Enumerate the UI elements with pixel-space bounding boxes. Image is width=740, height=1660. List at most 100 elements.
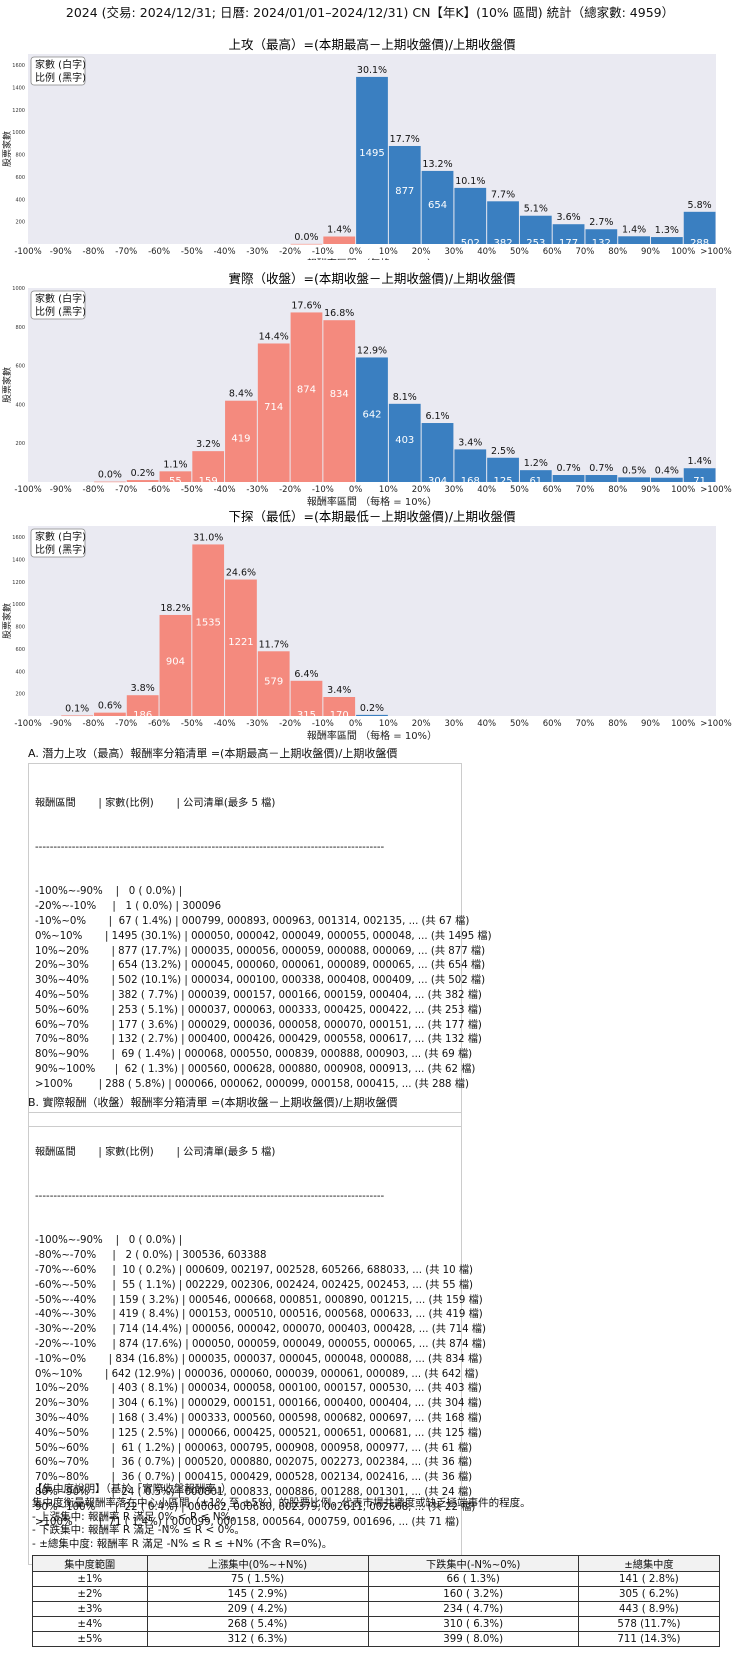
bar-70%~80% (585, 229, 618, 244)
bar-pct-label: 2.7% (589, 217, 613, 228)
chart-svg: 上攻（最高）=(本期最高－上期收盤價)/上期收盤價 200 400 600 800 100… (1, 38, 732, 260)
bar-pct-label: 1.1% (163, 459, 187, 470)
y-tick-label: 1000 (12, 130, 25, 136)
bar-pct-label: 2.5% (491, 446, 515, 457)
legend-box (30, 56, 86, 86)
x-tick-label: -60% (148, 485, 170, 495)
bar-80%~90% (618, 236, 650, 244)
section-a-title: A. 潛力上攻（最高）報酬率分箱清單 =(本期最高－上期收盤價)/上期收盤價 (28, 747, 398, 760)
concentration-col-header: 上漲集中(0%~+N%) (146, 1555, 369, 1572)
bar-50%~60% (519, 215, 552, 244)
concentration-cell: ±5% (32, 1631, 148, 1647)
bar-pct-label: 0.2% (131, 468, 155, 479)
y-tick-label: 1000 (12, 286, 25, 292)
section-a-box: 報酬區間 | 家數(比例) | 公司清單(最多 5 檔) -----------… (28, 763, 492, 1128)
concentration-col-header: 下跌集中(-N%~0%) (367, 1555, 579, 1572)
x-tick-label: 40% (477, 247, 496, 257)
bar-40%~50% (487, 457, 519, 482)
bar-pct-label: 18.2% (160, 603, 190, 614)
y-axis-label: 股票家數 (1, 603, 13, 639)
bar-30%~40% (454, 449, 487, 482)
x-tick-label: 0% (349, 485, 363, 495)
bar--10%~0% (323, 236, 356, 244)
section-a-separator: ----------------------------------------… (35, 841, 385, 853)
bar-count-label: 61 (529, 476, 542, 487)
y-tick-label: 200 (15, 692, 25, 698)
concentration-cell: ±2% (32, 1586, 148, 1602)
concentration-desc: 集中度衡量報酬率落在中心小區間（±1% 至 ±5%）的股票比例，代表市場共識度或… (32, 1496, 531, 1509)
bar-pct-label: 0.5% (622, 465, 646, 476)
x-tick-label: -30% (246, 247, 268, 257)
y-tick-label: 400 (15, 402, 25, 408)
x-tick-label: -60% (148, 719, 170, 729)
bar-count-label: 654 (428, 200, 447, 211)
section-b-rows: -100%~-90% | 0 ( 0.0%) | -80%~-70% | 2 ( … (35, 1234, 486, 1530)
x-axis-label: 報酬率區間 （每格 = 10%） (307, 729, 437, 742)
concentration-cell: 160 ( 3.2%) (367, 1586, 579, 1602)
section-a-row: -20%~-10% | 1 ( 0.0%) | 300096 (35, 901, 222, 913)
bar-count-label: 132 (592, 238, 611, 249)
y-axis-label: 股票家數 (1, 131, 13, 167)
bar-pct-label: 0.1% (65, 703, 89, 714)
x-tick-label: -50% (181, 485, 203, 495)
x-axis-label: 報酬率區間 （每格 = 10%） (307, 495, 437, 508)
section-b-row: -50%~-40% | 159 ( 3.2%) | 000546, 000668… (35, 1294, 483, 1306)
section-b-row: -80%~-70% | 2 ( 0.0%) | 300536, 603388 (35, 1250, 267, 1262)
bar-pct-label: 16.8% (324, 308, 354, 319)
x-tick-label: 40% (477, 719, 496, 729)
section-b-row: 20%~30% | 304 ( 6.1%) | 000029, 000151, … (35, 1398, 482, 1410)
section-b-title: B. 實際報酬（收盤）報酬率分箱清單 =(本期收盤－上期收盤價)/上期收盤價 (28, 1096, 398, 1109)
bar-count-label: 382 (494, 238, 513, 249)
section-b-row: -20%~-10% | 874 (17.6%) | 000050, 000059… (35, 1338, 486, 1350)
legend-box (30, 528, 86, 558)
section-b: B. 實際報酬（收盤）報酬率分箱清單 =(本期收盤－上期收盤價)/上期收盤價 報… (28, 1094, 486, 1565)
bar-pct-label: 3.8% (131, 683, 155, 694)
plot-background (28, 526, 716, 716)
bar-pct-label: 0.2% (360, 703, 384, 714)
bar--30%~-20% (257, 343, 290, 482)
section-a-row: 0%~10% | 1495 (30.1%) | 000050, 000042, … (35, 930, 492, 942)
bar-pct-label: 11.7% (259, 639, 289, 650)
x-tick-label: -90% (50, 485, 72, 495)
bar-count-label: 304 (428, 476, 447, 487)
legend-ratio-label: 比例 (黑字) (35, 71, 86, 84)
concentration-cell: 310 ( 6.3%) (367, 1616, 579, 1632)
bar-count-label: 168 (461, 476, 480, 487)
bar-pct-label: 7.7% (491, 189, 515, 200)
y-tick-label: 1600 (12, 535, 25, 541)
bar--70%~-60% (126, 695, 159, 716)
x-tick-label: -80% (83, 485, 105, 495)
legend-box (30, 290, 86, 320)
concentration-cell: 443 ( 8.9%) (577, 1601, 721, 1617)
bar-90%~100% (650, 237, 683, 244)
bar-count-label: 1221 (228, 637, 253, 648)
concentration-row: ±1% 75 ( 1.5%) 66 ( 1.3%) 141 ( 2.8%) (32, 1571, 721, 1587)
section-b-header: 報酬區間 | 家數(比例) | 公司清單(最多 5 檔) (35, 1146, 276, 1158)
chart-actual-close: 實際（收盤）=(本期收盤－上期收盤價)/上期收盤價 200 400 600 800 100… (0, 272, 740, 510)
y-tick-label: 1400 (12, 86, 25, 92)
x-tick-label: -80% (83, 247, 105, 257)
x-tick-label: 20% (412, 485, 431, 495)
section-a-row: 80%~90% | 69 ( 1.4%) | 000068, 000550, 0… (35, 1049, 473, 1061)
bar-pct-label: 1.4% (688, 456, 712, 467)
bar-count-label: 315 (297, 710, 316, 721)
chart-title: 實際（收盤）=(本期收盤－上期收盤價)/上期收盤價 (229, 272, 516, 286)
bar-pct-label: 6.1% (425, 411, 449, 422)
concentration-col-header: ±總集中度 (577, 1555, 721, 1572)
bar-pct-label: 3.4% (458, 437, 482, 448)
section-b-row: -10%~0% | 834 (16.8%) | 000035, 000037, … (35, 1353, 483, 1365)
concentration-bullet-up: - 上漲集中: 報酬率 R 滿足 0% < R ≤ N%。 (32, 1510, 242, 1523)
section-a-row: 50%~60% | 253 ( 5.1%) | 000037, 000063, … (35, 1004, 482, 1016)
bar--60%~-50% (159, 614, 192, 716)
bar-count-label: 55 (169, 476, 182, 487)
bar-0%~10% (356, 76, 388, 244)
bar-count-label: 159 (199, 476, 218, 487)
section-b-row: 30%~40% | 168 ( 3.4%) | 000333, 000560, … (35, 1412, 482, 1424)
bar-20%~30% (421, 170, 454, 244)
x-tick-label: -20% (279, 719, 301, 729)
y-tick-label: 600 (15, 647, 25, 653)
x-tick-label: -30% (246, 485, 268, 495)
x-tick-label: -90% (50, 247, 72, 257)
concentration-cell: 234 ( 4.7%) (367, 1601, 579, 1617)
bar-count-label: 714 (264, 402, 283, 413)
